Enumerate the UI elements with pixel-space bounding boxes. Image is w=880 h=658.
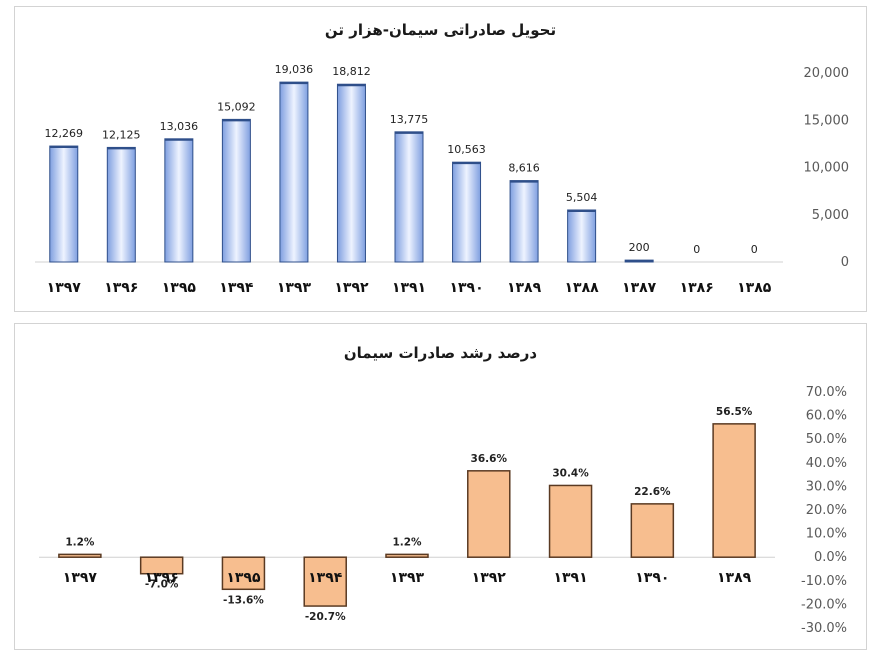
- chart1-data-label: 5,504: [566, 191, 598, 204]
- chart2-data-label: 22.6%: [634, 486, 671, 498]
- chart2-category-label: ۱۳۹۰: [635, 570, 669, 586]
- chart2-y-tick-label: 0.0%: [814, 550, 847, 565]
- chart1-y-tick-label: 15,000: [804, 113, 850, 128]
- chart2-plot: -30.0% -20.0% -10.0% 0.0% 10.0% 20.0% 30.0% 40.…: [39, 385, 847, 636]
- chart1-category-label: ۱۳۹۳: [277, 280, 312, 296]
- chart1-category-label: ۱۳۸۶: [680, 280, 714, 296]
- chart1-bar: [509, 180, 539, 263]
- chart1-category-label: ۱۳۸۷: [622, 280, 657, 296]
- chart1-y-tick-label: 5,000: [812, 208, 849, 223]
- chart1-bar: [279, 81, 309, 263]
- chart2-bar: [385, 553, 429, 558]
- chart1-plot: 0 5,000 10,000 15,000 20,000 12,269 ۱۳۹۷ 12,125…: [35, 63, 850, 296]
- chart2-category-label: ۱۳۹۶: [145, 570, 179, 586]
- chart1-data-label: 18,812: [332, 65, 371, 78]
- chart1-data-label: 8,616: [508, 162, 540, 175]
- chart2-y-tick-label: 20.0%: [806, 503, 847, 518]
- chart2-category-label: ۱۳۹۱: [553, 570, 587, 586]
- chart1-data-label: 15,092: [217, 100, 256, 113]
- chart1-bar: [106, 146, 136, 263]
- chart1-data-label: 0: [693, 243, 700, 256]
- chart2-category-label: ۱۳۹۵: [226, 570, 261, 586]
- chart1-category-label: ۱۳۸۹: [507, 280, 542, 296]
- chart2-data-label: 30.4%: [552, 467, 589, 479]
- chart1-y-tick-label: 20,000: [804, 66, 850, 81]
- chart2-y-tick-label: -30.0%: [801, 621, 847, 636]
- chart1-data-label: 19,036: [275, 63, 314, 76]
- chart1-data-label: 12,125: [102, 128, 141, 141]
- chart2-y-tick-label: 10.0%: [806, 527, 847, 542]
- chart1-bar: [567, 209, 597, 263]
- chart2-data-label: -7.0%: [145, 579, 179, 591]
- chart1-category-label: ۱۳۹۷: [47, 280, 82, 296]
- chart2-y-tick-label: 50.0%: [806, 432, 847, 447]
- chart2-category-label: ۱۳۹۴: [308, 570, 343, 586]
- chart2-bar: [303, 556, 347, 607]
- chart2-y-tick-label: -20.0%: [801, 597, 847, 612]
- chart2-bar: [548, 484, 593, 558]
- chart2-data-label: 1.2%: [392, 536, 422, 548]
- chart1-y-tick-label: 0: [841, 255, 849, 270]
- chart1-bar: [452, 161, 482, 263]
- chart1-data-label: 13,775: [390, 113, 429, 126]
- chart1-y-tick-label: 10,000: [804, 161, 850, 176]
- chart1-bar: [221, 118, 251, 263]
- chart1-data-label: 12,269: [45, 127, 84, 140]
- chart2-bar: [221, 556, 266, 591]
- chart2-y-tick-label: -10.0%: [801, 574, 847, 589]
- chart2-data-label: -20.7%: [305, 611, 346, 623]
- chart1-category-label: ۱۳۹۲: [334, 280, 369, 296]
- chart2-category-label: ۱۳۸۹: [717, 570, 752, 586]
- chart1-title: تحویل صادراتی سیمان-هزار تن: [324, 21, 557, 39]
- export-delivery-chart-panel: تحویل صادراتی سیمان-هزار تن 0 5,000 10,000…: [14, 6, 867, 312]
- chart1-category-label: ۱۳۹۱: [392, 280, 426, 296]
- chart2-data-label: -13.6%: [223, 594, 264, 606]
- chart1-category-label: ۱۳۹۶: [104, 280, 138, 296]
- chart2-data-label: 36.6%: [471, 453, 508, 465]
- chart1-category-label: ۱۳۸۸: [565, 280, 600, 296]
- chart2-category-label: ۱۳۹۷: [63, 570, 98, 586]
- chart1-bar: [164, 138, 194, 263]
- chart2-category-label: ۱۳۹۳: [390, 570, 425, 586]
- chart1-category-label: ۱۳۹۴: [219, 280, 254, 296]
- chart2-data-label: 56.5%: [716, 406, 753, 418]
- chart2-category-label: ۱۳۹۲: [472, 570, 507, 586]
- chart1-category-label: ۱۳۸۵: [737, 280, 772, 296]
- chart2-bar: [139, 556, 184, 575]
- chart1-data-label: 200: [629, 241, 650, 254]
- chart2-y-tick-label: 30.0%: [806, 479, 847, 494]
- chart2-bar: [630, 503, 675, 558]
- chart1-data-label: 13,036: [160, 120, 199, 133]
- export-growth-chart-panel: درصد رشد صادرات سیمان -30.0% -20.0% -10.0%…: [14, 323, 867, 650]
- chart1-bar: [49, 145, 79, 263]
- chart2-bar: [58, 553, 102, 558]
- chart2-y-tick-label: 70.0%: [806, 385, 847, 400]
- chart1-category-label: ۱۳۹۵: [162, 280, 197, 296]
- chart1-data-label: 10,563: [447, 143, 486, 156]
- chart2-bar: [712, 423, 756, 558]
- chart2-y-tick-label: 60.0%: [806, 409, 847, 424]
- chart2-y-tick-label: 40.0%: [806, 456, 847, 471]
- chart2-data-label: 1.2%: [65, 536, 95, 548]
- chart2-bar: [467, 470, 511, 558]
- chart1-data-label: 0: [751, 243, 758, 256]
- chart1-bar: [336, 83, 366, 263]
- chart1-category-label: ۱۳۹۰: [449, 280, 483, 296]
- chart1-bar: [394, 131, 424, 263]
- chart2-title: درصد رشد صادرات سیمان: [343, 344, 538, 362]
